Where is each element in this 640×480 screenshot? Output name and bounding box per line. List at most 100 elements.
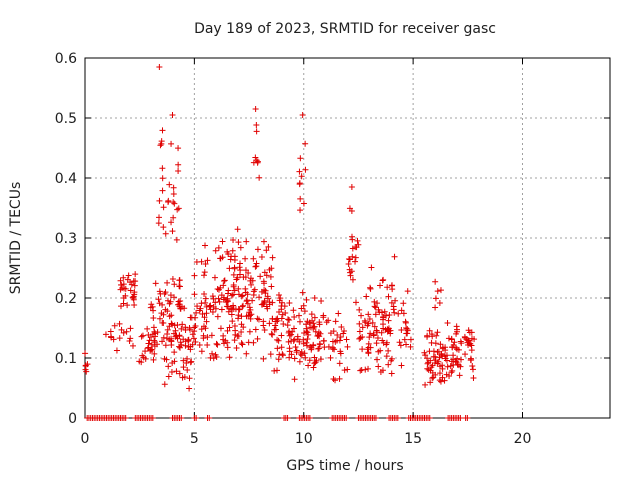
data-point [247,315,254,322]
data-point [260,278,267,285]
data-point [159,127,166,134]
data-point [447,362,454,369]
data-point [262,290,269,297]
data-point [198,348,205,355]
data-point [178,325,185,332]
data-point [254,335,261,342]
data-point [356,320,363,327]
data-point [238,340,245,347]
data-point [214,285,221,292]
data-point [218,306,225,313]
data-point [349,245,356,252]
data-point [398,307,405,314]
data-point [166,323,173,330]
data-point [254,158,261,165]
data-point [432,304,439,311]
data-point [242,289,249,296]
data-point [363,293,370,300]
data-point [347,272,354,279]
data-point [354,237,361,244]
data-point [290,337,297,344]
x-tick-label: 0 [81,431,90,447]
data-point [297,350,304,357]
data-point [442,344,449,351]
data-point [116,335,123,342]
data-point [320,338,327,345]
data-point [264,293,271,300]
data-point [318,297,325,304]
data-point [362,366,369,373]
data-point [189,341,196,348]
data-point [298,173,305,180]
data-point [297,195,304,202]
data-point [191,291,198,298]
data-point [449,344,456,351]
data-point [280,321,287,328]
data-point [188,358,195,365]
data-point [149,415,156,421]
data-point [190,335,197,342]
data-point [432,278,439,285]
data-point [232,327,239,334]
data-point [165,373,172,380]
data-point [426,327,433,334]
data-point [235,306,242,313]
data-point [436,370,443,377]
data-point [203,318,210,325]
data-point [261,269,268,276]
data-point [290,307,297,314]
data-point [171,200,178,207]
data-point [469,363,476,370]
data-point [154,341,161,348]
data-point [391,309,398,316]
data-point [468,342,475,349]
data-point [300,336,307,343]
data-point [372,304,379,311]
data-point [311,323,318,330]
data-point [169,112,176,118]
data-point [224,327,231,334]
data-point [317,341,324,348]
data-point [297,207,304,214]
data-point [198,300,205,307]
data-point [170,184,177,191]
data-point [236,306,243,313]
data-point [253,157,260,164]
data-point [212,247,219,254]
data-point [142,348,149,355]
y-tick-label: 0.2 [55,291,77,307]
data-point [365,365,372,372]
data-point [300,200,307,207]
data-point [253,122,260,129]
data-point [176,303,183,310]
data-point [192,339,199,346]
data-point [230,283,237,290]
y-tick-label: 0.1 [55,351,77,367]
data-point [274,336,281,343]
data-point [375,306,382,313]
data-point [207,302,214,309]
data-point [291,355,298,362]
data-point [181,374,188,381]
data-point [194,303,201,310]
data-point [263,247,270,254]
data-point [286,300,293,307]
data-point [307,343,314,350]
data-point [151,350,158,357]
data-point [158,140,165,147]
data-point [345,261,352,268]
data-point [179,321,186,328]
data-point [285,329,292,336]
data-point [242,267,249,274]
data-point [199,310,206,317]
data-point [289,328,296,335]
data-point [180,364,187,371]
data-point [258,288,265,295]
x-tick-label: 20 [514,431,532,447]
data-point [429,375,436,382]
data-point [120,300,127,307]
data-point [171,322,178,329]
data-point [149,303,156,310]
data-point [233,344,240,351]
data-point [170,214,177,221]
